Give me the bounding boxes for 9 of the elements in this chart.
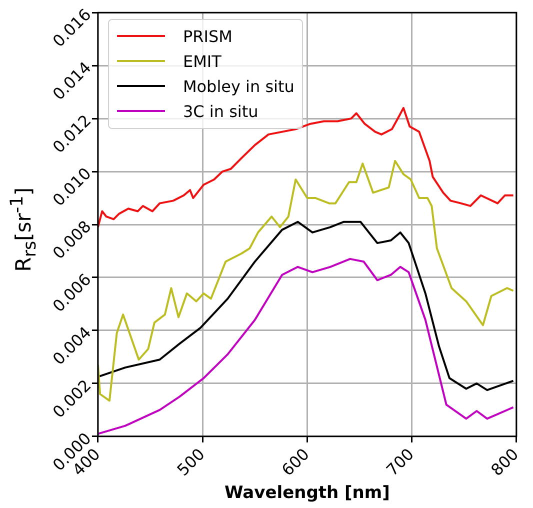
legend-label: 3C in situ (182, 102, 258, 121)
x-axis-title: Wavelength [nm] (224, 483, 390, 504)
legend-label: Mobley in situ (182, 76, 294, 96)
x-tick-label: 600 (278, 444, 313, 480)
legend-label: EMIT (182, 52, 222, 71)
legend-label: PRISM (182, 26, 232, 46)
x-tick-label: 500 (173, 444, 208, 480)
x-tick-label: 700 (382, 444, 418, 480)
x-tick-label: 800 (487, 444, 522, 480)
